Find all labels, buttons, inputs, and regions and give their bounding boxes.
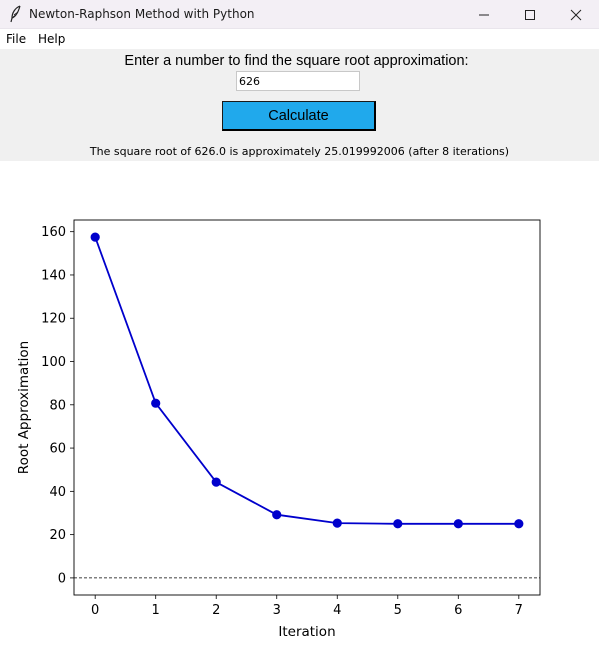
x-tick-label: 7	[515, 603, 523, 618]
window-title: Newton-Raphson Method with Python	[29, 7, 255, 21]
series-line	[94, 236, 519, 525]
title-bar: Newton-Raphson Method with Python	[0, 0, 599, 29]
maximize-icon	[525, 10, 535, 20]
x-tick-label: 1	[152, 603, 160, 618]
y-tick-label: 160	[41, 225, 66, 240]
data-point	[453, 519, 463, 529]
data-point	[90, 232, 100, 242]
x-axis: 0 1 2 3 4 5 6 7	[91, 595, 523, 618]
menu-bar: File Help	[0, 29, 599, 49]
x-tick-label: 4	[333, 603, 341, 618]
data-point	[514, 519, 524, 529]
data-point	[272, 510, 282, 520]
close-button[interactable]	[553, 0, 599, 29]
minimize-icon	[479, 14, 489, 16]
y-tick-label: 140	[41, 268, 66, 283]
input-panel: Enter a number to find the square root a…	[0, 49, 599, 161]
x-tick-label: 2	[212, 603, 220, 618]
calculate-button[interactable]: Calculate	[222, 101, 376, 131]
y-tick-label: 120	[41, 312, 66, 327]
menu-help[interactable]: Help	[38, 32, 66, 46]
y-tick-label: 80	[49, 398, 66, 413]
y-tick-label: 0	[58, 571, 66, 586]
x-tick-label: 3	[273, 603, 281, 618]
data-point	[151, 398, 161, 408]
menu-file[interactable]: File	[6, 32, 27, 46]
minimize-button[interactable]	[461, 0, 507, 29]
feather-icon	[9, 5, 23, 23]
y-axis-label: Root Approximation	[16, 341, 32, 474]
data-point	[211, 477, 221, 487]
data-point	[393, 519, 403, 529]
data-point	[332, 518, 342, 528]
number-input[interactable]	[236, 71, 360, 91]
y-tick-label: 20	[49, 528, 66, 543]
maximize-button[interactable]	[507, 0, 553, 29]
plot-area	[73, 219, 541, 596]
x-tick-label: 0	[91, 603, 99, 618]
data-points	[90, 232, 524, 529]
close-icon	[570, 9, 582, 21]
y-tick-label: 40	[49, 485, 66, 500]
x-tick-label: 6	[454, 603, 462, 618]
result-text: The square root of 626.0 is approximatel…	[89, 145, 510, 158]
prompt-label: Enter a number to find the square root a…	[124, 53, 469, 69]
convergence-chart: 0 20 40 60 80 100 120 140 160 0 1 2 3 4 5 6 7 Iteration…	[16, 219, 541, 640]
y-axis: 0 20 40 60 80 100 120 140 160	[41, 225, 74, 586]
y-tick-label: 100	[41, 355, 66, 370]
y-tick-label: 60	[49, 442, 66, 457]
x-axis-label: Iteration	[278, 624, 335, 640]
x-tick-label: 5	[394, 603, 402, 618]
